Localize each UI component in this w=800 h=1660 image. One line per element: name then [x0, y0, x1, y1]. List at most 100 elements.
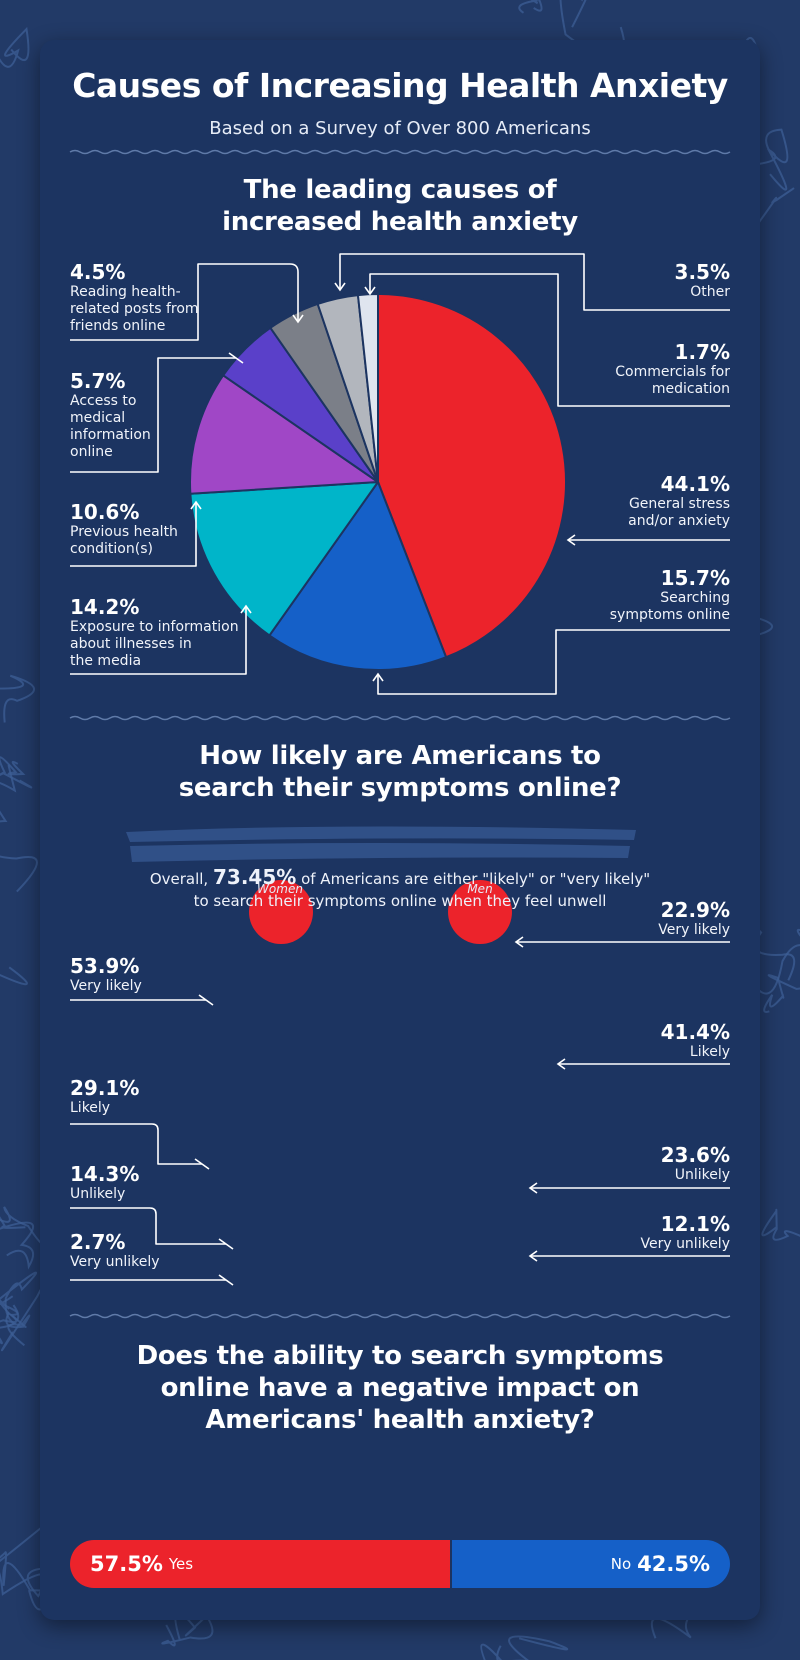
- pie-value-general: 44.1%: [660, 472, 730, 496]
- pie-text-general-1: General stress: [628, 496, 730, 512]
- background-scribble: [0, 756, 33, 789]
- pie-label-reading: 4.5% Reading health- related posts from …: [70, 260, 220, 335]
- connector-women-likely: [70, 1123, 202, 1165]
- pie-slice-general-stress: [377, 293, 568, 659]
- women-very-likely-text: Very likely: [70, 978, 142, 994]
- pie-slice-previous: [189, 374, 379, 495]
- connector-women-unlikely: [70, 1207, 226, 1245]
- men-very-likely-label: 22.9% Very likely: [560, 898, 730, 939]
- likelihood-title: How likely are Americans to search their…: [40, 740, 760, 804]
- background-scribble: [0, 764, 38, 893]
- women-unlikely-text: Unlikely: [70, 1186, 126, 1202]
- yes-value: 57.5%: [90, 1552, 163, 1576]
- pie-text-other-1: Other: [690, 284, 730, 300]
- men-unlikely-text: Unlikely: [674, 1167, 730, 1183]
- pie-text-previous-1: Previous health: [70, 524, 178, 540]
- man-head: [448, 880, 512, 944]
- connector-commercials-arrowhead: [364, 286, 376, 296]
- no-value: 42.5%: [637, 1552, 710, 1576]
- men-unlikely-value: 23.6%: [660, 1143, 730, 1167]
- men-likely-label: 41.4% Likely: [560, 1020, 730, 1061]
- pie-label-exposure: 14.2% Exposure to information about illn…: [70, 595, 260, 670]
- connector-men-likely-arrowhead: [556, 1058, 566, 1070]
- connector-men-very-likely-arrowhead: [514, 936, 524, 948]
- women-unlikely-value: 14.3%: [70, 1162, 140, 1186]
- pie-slice-commercials: [356, 292, 379, 483]
- men-very-likely-value: 22.9%: [660, 898, 730, 922]
- separator-wave-3: [69, 1313, 731, 1319]
- connector-men-unlikely-arrowhead: [528, 1182, 538, 1194]
- connector-other-arrowhead: [334, 282, 346, 292]
- men-very-unlikely-label: 12.1% Very unlikely: [560, 1212, 730, 1253]
- background-scribble: [480, 1635, 569, 1660]
- connector-previous: [70, 502, 197, 567]
- pie-text-reading-1: Reading health-: [70, 284, 181, 300]
- background-scribble: [0, 26, 30, 68]
- pie-text-access-3: information: [70, 427, 151, 443]
- women-very-likely-value: 53.9%: [70, 954, 140, 978]
- men-unlikely-label: 23.6% Unlikely: [560, 1143, 730, 1184]
- pie-text-previous-2: condition(s): [70, 541, 153, 557]
- women-very-likely-label: 53.9% Very likely: [70, 954, 220, 995]
- connector-men-very-unlikely-arrowhead: [528, 1250, 538, 1262]
- connector-women-very-unlikely-arrowhead: [218, 1274, 234, 1286]
- background-scribble: [0, 1206, 51, 1248]
- women-very-unlikely-text: Very unlikely: [70, 1254, 160, 1270]
- pie-text-general-2: and/or anxiety: [628, 513, 730, 529]
- background-scribble: [763, 974, 800, 1013]
- separator-wave-1: [69, 149, 731, 155]
- connector-reading: [70, 263, 299, 341]
- overall-prefix: Overall,: [149, 870, 209, 888]
- pie-value-exposure: 14.2%: [70, 595, 140, 619]
- background-scribble: [0, 966, 28, 986]
- pie-text-reading-3: friends online: [70, 318, 166, 334]
- page-subtitle: Based on a Survey of Over 800 Americans: [209, 118, 591, 139]
- pie-value-reading: 4.5%: [70, 260, 126, 284]
- men-very-unlikely-value: 12.1%: [660, 1212, 730, 1236]
- connector-searching: [377, 629, 730, 695]
- background-scribble: [0, 674, 36, 723]
- overall-line-2: to search their symptoms online when the…: [193, 892, 607, 910]
- connector-exposure: [70, 606, 247, 675]
- pie-text-searching-1: Searching: [660, 590, 730, 606]
- pie-slice-searching: [268, 481, 448, 671]
- pie-text-exposure-1: Exposure to information: [70, 619, 239, 635]
- pie-value-commercials: 1.7%: [674, 340, 730, 364]
- men-likely-value: 41.4%: [660, 1020, 730, 1044]
- pie-text-access-1: Access to: [70, 393, 137, 409]
- connector-reading-arrowhead: [292, 314, 304, 324]
- connector-women-likely-arrowhead: [194, 1158, 210, 1170]
- connector-general-arrowhead: [566, 534, 576, 546]
- background-scribble: [518, 0, 543, 14]
- pie-text-exposure-3: the media: [70, 653, 142, 669]
- men-label: Men: [467, 882, 493, 896]
- impact-bar: 57.5% Yes No 42.5%: [70, 1540, 730, 1588]
- page-title: Causes of Increasing Health Anxiety: [72, 66, 728, 105]
- pie-value-previous: 10.6%: [70, 500, 140, 524]
- connector-access-arrowhead: [228, 352, 244, 364]
- women-very-unlikely-value: 2.7%: [70, 1230, 126, 1254]
- infographic-card: Causes of Increasing Health Anxiety Base…: [40, 40, 760, 1620]
- pie-value-access: 5.7%: [70, 369, 126, 393]
- connector-searching-arrowhead: [372, 672, 384, 682]
- no-label: No: [610, 1555, 632, 1573]
- background-scribble: [0, 1295, 27, 1329]
- pie-text-exposure-2: about illnesses in: [70, 636, 192, 652]
- impact-bar-yes: 57.5% Yes: [70, 1540, 450, 1588]
- pie-text-access-2: medical: [70, 410, 126, 426]
- likelihood-title-line-1: How likely are Americans to: [199, 741, 601, 771]
- connector-women-very-likely-arrowhead: [198, 994, 214, 1006]
- background-scribble: [0, 1216, 35, 1270]
- pie-value-other: 3.5%: [674, 260, 730, 284]
- pie-label-previous: 10.6% Previous health condition(s): [70, 500, 220, 558]
- impact-title-line-2: online have a negative impact on: [160, 1373, 640, 1403]
- woman-head: [249, 880, 313, 944]
- background-scribble: [748, 928, 800, 995]
- likelihood-title-line-2: search their symptoms online?: [178, 773, 622, 803]
- overall-value: 73.45%: [212, 865, 297, 889]
- pie-text-searching-2: symptoms online: [609, 607, 730, 623]
- men-very-unlikely-text: Very unlikely: [640, 1236, 730, 1252]
- pie-value-searching: 15.7%: [660, 566, 730, 590]
- connector-other: [339, 253, 730, 311]
- background-scribble: [761, 1208, 800, 1241]
